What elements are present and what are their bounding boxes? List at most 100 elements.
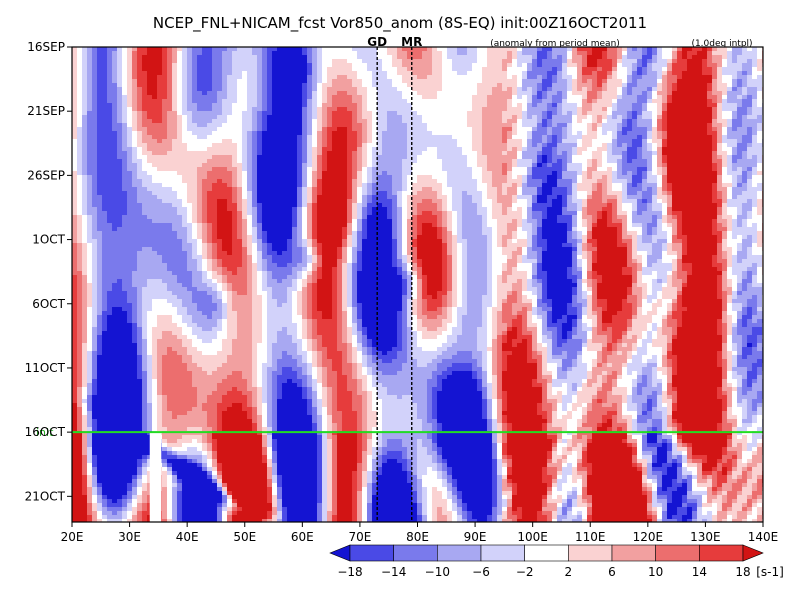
field-cell [97, 167, 103, 172]
field-cell [212, 111, 218, 116]
field-cell [617, 107, 623, 112]
field-cell [152, 167, 158, 172]
field-cell [512, 119, 518, 124]
field-cell [542, 139, 548, 144]
field-cell [442, 127, 448, 132]
field-cell [577, 159, 583, 164]
field-cell [337, 59, 343, 64]
field-cell [622, 143, 628, 148]
field-cell [607, 95, 613, 100]
field-cell [287, 103, 293, 108]
field-cell [297, 87, 303, 92]
field-cell [232, 139, 238, 144]
field-cell [157, 47, 163, 52]
field-cell [452, 147, 458, 152]
field-cell [682, 135, 688, 140]
field-cell [317, 183, 323, 188]
field-cell [472, 167, 478, 172]
field-cell [167, 155, 173, 160]
field-cell [282, 75, 288, 80]
field-cell [127, 79, 133, 84]
field-cell [677, 163, 683, 168]
field-cell [127, 107, 133, 112]
field-cell [602, 155, 608, 160]
field-cell [222, 91, 228, 96]
field-cell [197, 91, 203, 96]
field-cell [657, 47, 663, 52]
field-cell [107, 59, 113, 64]
field-cell [587, 179, 593, 184]
field-cell [167, 187, 173, 192]
field-cell [632, 67, 638, 72]
field-cell [242, 123, 248, 128]
field-cell [177, 103, 183, 108]
field-cell [187, 67, 193, 72]
field-cell [582, 91, 588, 96]
field-cell [312, 87, 318, 92]
field-cell [212, 51, 218, 56]
field-cell [437, 147, 443, 152]
field-cell [657, 139, 663, 144]
field-cell [387, 99, 393, 104]
field-cell [317, 179, 323, 184]
field-cell [647, 187, 653, 192]
field-cell [382, 143, 388, 148]
field-cell [527, 147, 533, 152]
field-cell [397, 99, 403, 104]
field-cell [132, 67, 138, 72]
field-cell [177, 59, 183, 64]
field-cell [692, 139, 698, 144]
field-cell [512, 179, 518, 184]
field-cell [687, 159, 693, 164]
field-cell [277, 187, 283, 192]
field-cell [132, 47, 138, 52]
field-cell [632, 187, 638, 192]
field-cell [137, 179, 143, 184]
field-cell [247, 91, 253, 96]
field-cell [542, 83, 548, 88]
field-cell [592, 79, 598, 84]
field-cell [582, 171, 588, 176]
field-cell [607, 75, 613, 80]
field-cell [352, 107, 358, 112]
field-cell [147, 67, 153, 72]
field-cell [192, 151, 198, 156]
field-cell [357, 175, 363, 180]
field-cell [412, 135, 418, 140]
field-cell [447, 139, 453, 144]
field-cell [622, 71, 628, 76]
field-cell [557, 175, 563, 180]
field-cell [192, 115, 198, 120]
field-cell [757, 143, 763, 148]
field-cell [527, 67, 533, 72]
field-cell [137, 67, 143, 72]
field-cell [227, 91, 233, 96]
field-cell [362, 103, 368, 108]
field-cell [207, 127, 213, 132]
field-cell [77, 123, 83, 128]
field-cell [472, 171, 478, 176]
field-cell [412, 187, 418, 192]
field-cell [267, 75, 273, 80]
field-cell [662, 107, 668, 112]
field-cell [382, 87, 388, 92]
field-cell [302, 159, 308, 164]
field-cell [677, 99, 683, 104]
field-cell [387, 55, 393, 60]
field-cell [757, 91, 763, 96]
field-cell [197, 143, 203, 148]
field-cell [392, 67, 398, 72]
field-cell [677, 155, 683, 160]
field-cell [382, 131, 388, 136]
field-cell [207, 167, 213, 172]
field-cell [497, 111, 503, 116]
field-cell [617, 111, 623, 116]
field-cell [502, 83, 508, 88]
field-cell [727, 83, 733, 88]
field-cell [82, 175, 88, 180]
field-cell [487, 87, 493, 92]
field-cell [282, 139, 288, 144]
field-cell [397, 107, 403, 112]
field-cell [377, 47, 383, 52]
field-cell [297, 151, 303, 156]
